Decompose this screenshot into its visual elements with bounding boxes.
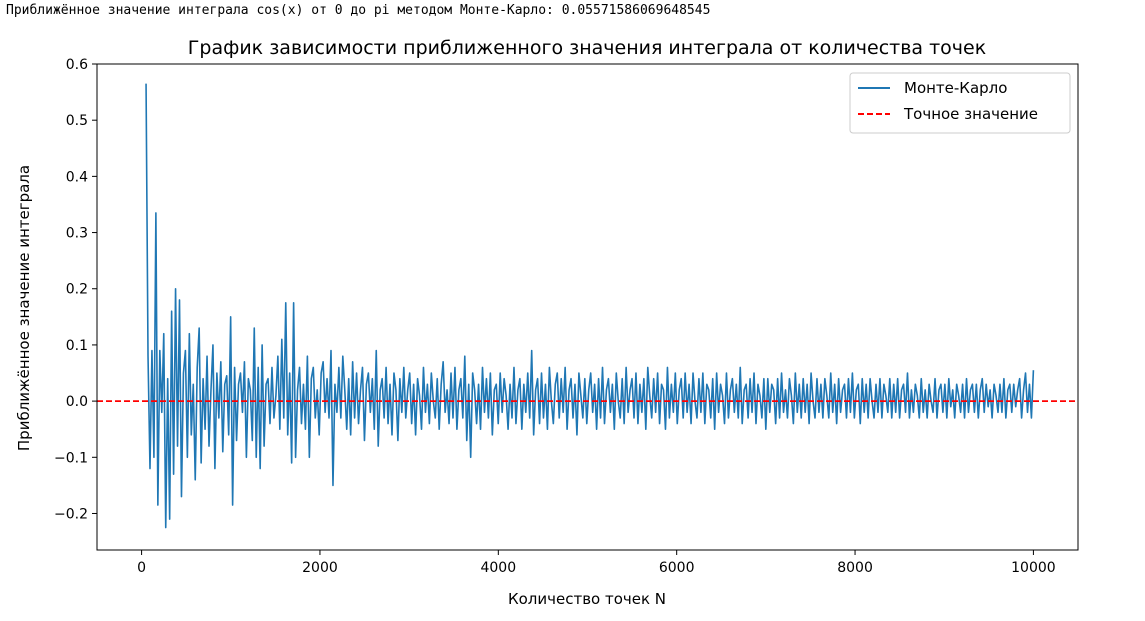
x-tick-label: 2000 bbox=[302, 560, 338, 576]
x-tick-label: 8000 bbox=[837, 560, 873, 576]
legend-label-exact-value: Точное значение bbox=[903, 105, 1038, 123]
y-tick-label: 0.2 bbox=[66, 282, 88, 298]
axes-frame bbox=[96, 63, 1079, 551]
y-axis-label: Приближённое значение интеграла bbox=[15, 165, 33, 451]
legend: Монте-Карло Точное значение bbox=[849, 72, 1071, 134]
y-tick-label: 0.5 bbox=[66, 113, 88, 129]
y-tick-label: 0.0 bbox=[66, 394, 88, 410]
series-line-monte-carlo bbox=[145, 83, 1035, 529]
plot-area bbox=[96, 63, 1079, 551]
x-tick-label: 4000 bbox=[480, 560, 516, 576]
legend-frame bbox=[849, 72, 1071, 134]
legend-label-monte-carlo: Монте-Карло bbox=[904, 79, 1007, 97]
x-axis: 0 2000 4000 6000 8000 10000 bbox=[137, 550, 1056, 576]
chart-title: График зависимости приближенного значени… bbox=[188, 37, 986, 59]
y-tick-label: 0.4 bbox=[66, 169, 88, 185]
x-tick-label: 6000 bbox=[659, 560, 695, 576]
y-tick-label: 0.3 bbox=[66, 226, 88, 242]
y-tick-label: −0.1 bbox=[54, 450, 88, 466]
x-tick-label: 0 bbox=[137, 560, 146, 576]
x-tick-label: 10000 bbox=[1011, 560, 1056, 576]
y-axis: −0.2 −0.1 0.0 0.1 0.2 0.3 0.4 0.5 0.6 bbox=[54, 57, 97, 522]
y-tick-label: 0.1 bbox=[66, 338, 88, 354]
x-axis-label: Количество точек N bbox=[508, 590, 666, 608]
y-tick-label: −0.2 bbox=[54, 506, 88, 522]
output-line: Приближённое значение интеграла cos(x) о… bbox=[6, 3, 711, 18]
y-tick-label: 0.6 bbox=[66, 57, 88, 73]
